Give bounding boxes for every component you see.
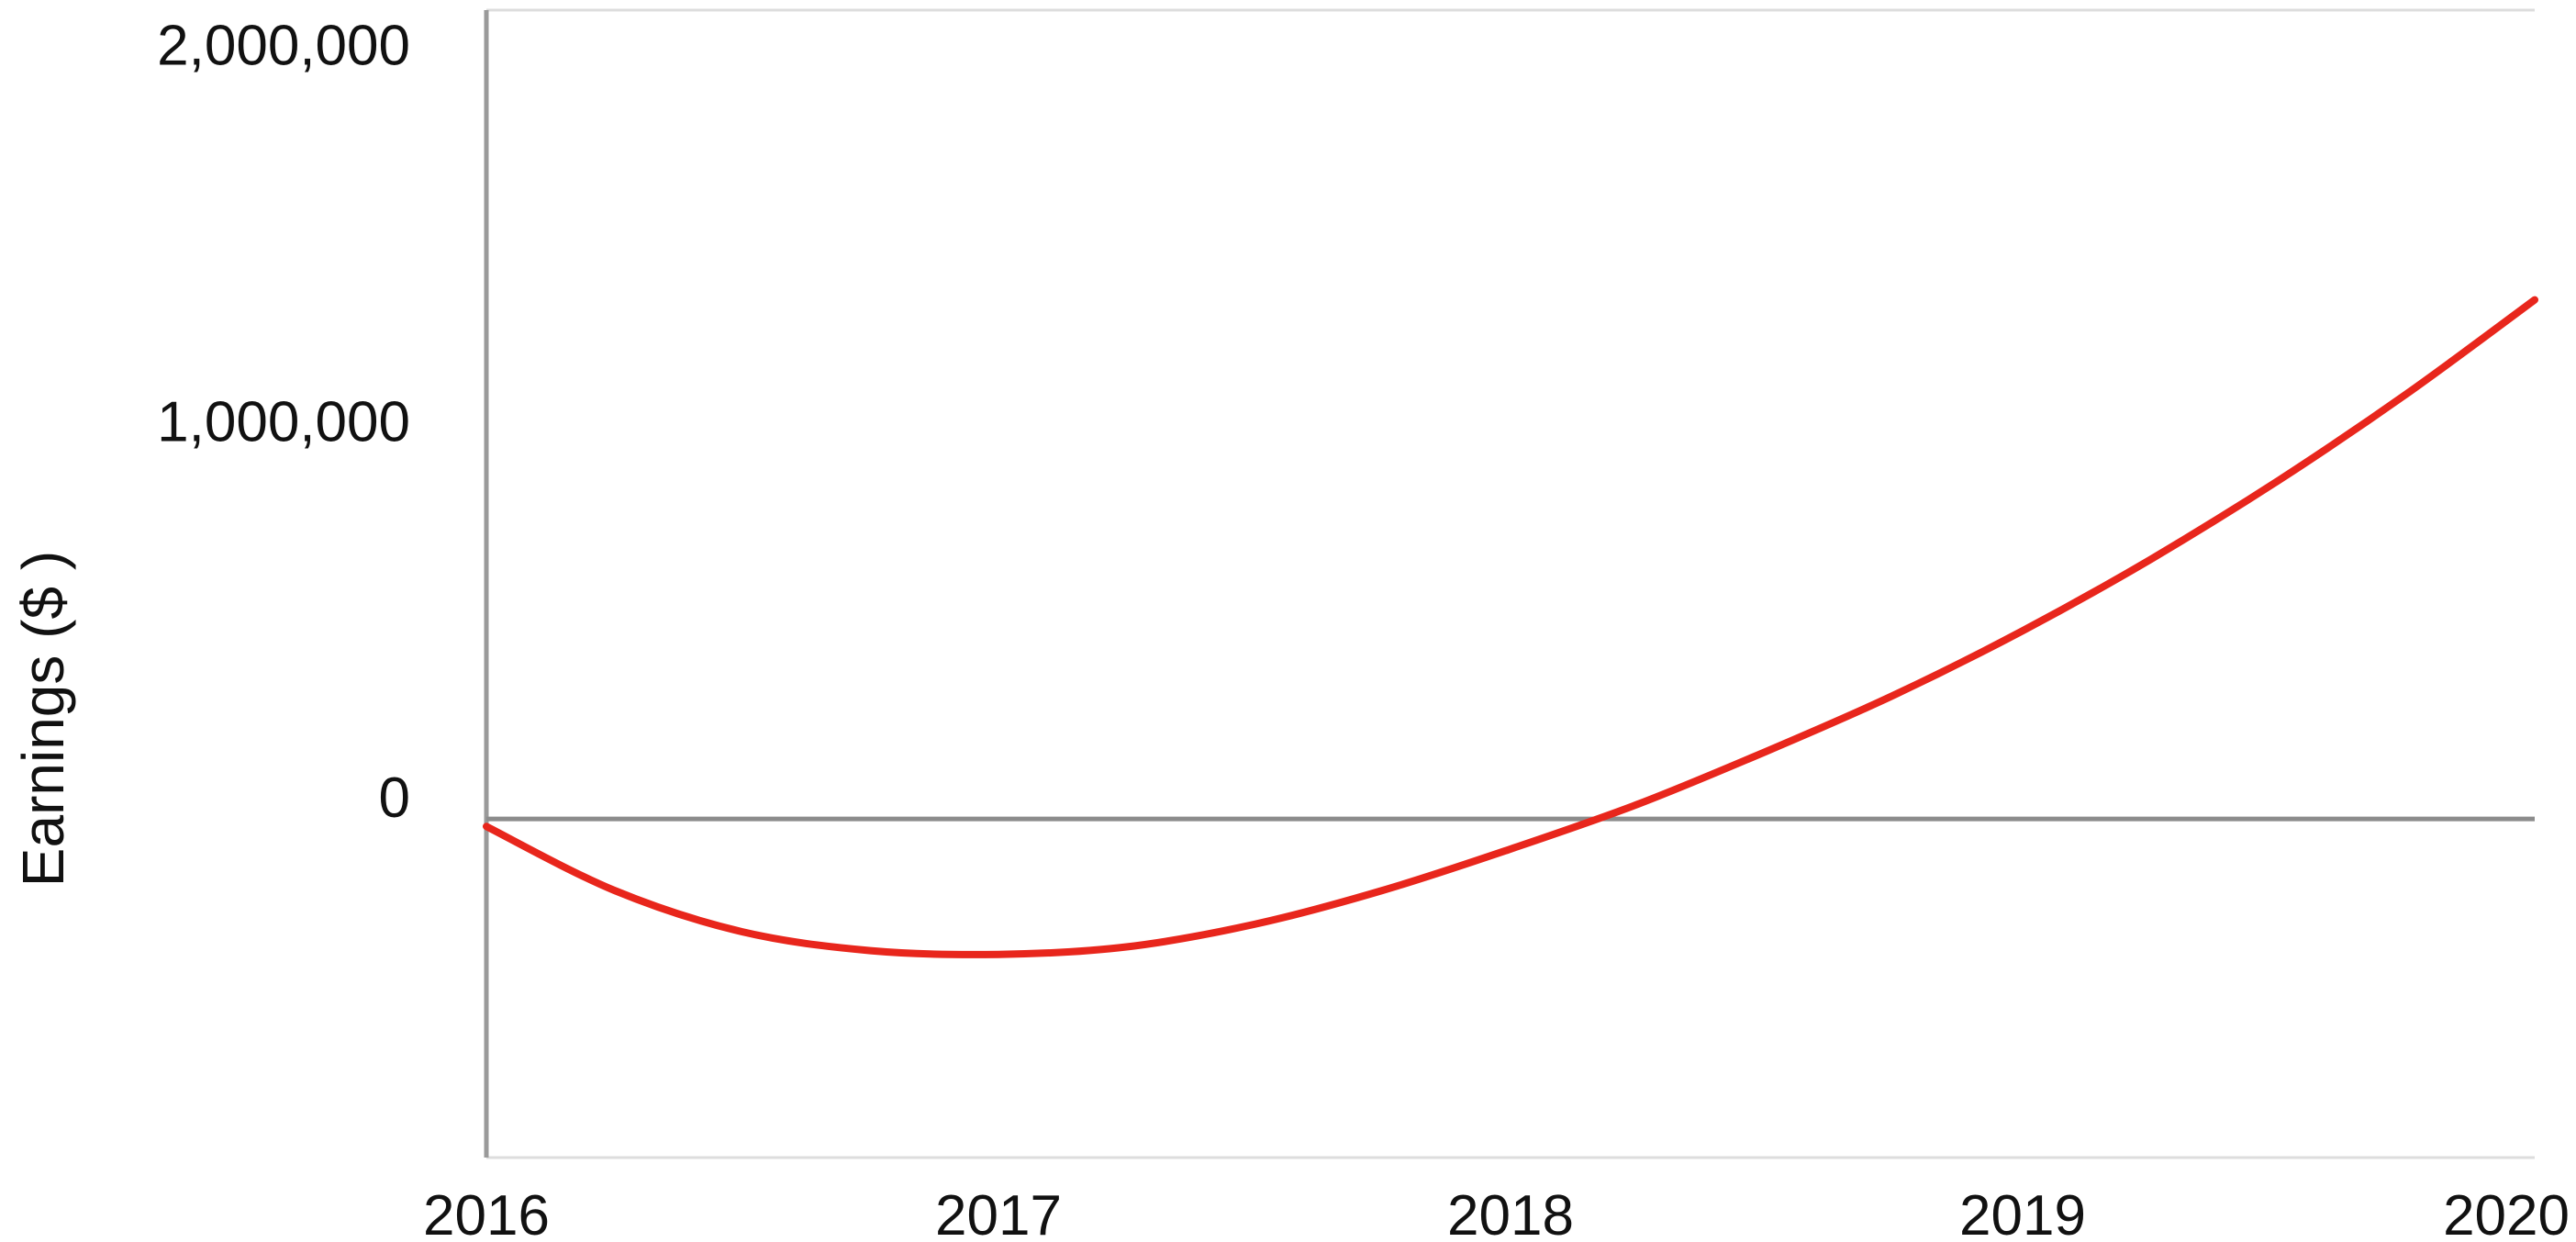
y-tick-label: 2,000,000: [157, 14, 410, 77]
y-tick-labels: 0 1,000,000 2,000,000: [157, 14, 410, 830]
plot-frame: [484, 8, 2535, 1159]
x-tick-label: 2019: [1959, 1184, 2086, 1242]
x-tick-label: 2016: [423, 1184, 550, 1242]
y-axis-title: Earnings ($ ): [10, 551, 76, 887]
x-tick-labels: 2016 2017 2018 2019 2020: [423, 1184, 2570, 1242]
series-line-1: [483, 296, 2538, 958]
series-layer: [483, 296, 2538, 958]
y-tick-label: 0: [379, 766, 410, 830]
x-tick-label: 2018: [1447, 1184, 1574, 1242]
x-tick-label: 2017: [935, 1184, 1062, 1242]
x-tick-label: 2020: [2443, 1184, 2570, 1242]
y-tick-label: 1,000,000: [157, 390, 410, 453]
